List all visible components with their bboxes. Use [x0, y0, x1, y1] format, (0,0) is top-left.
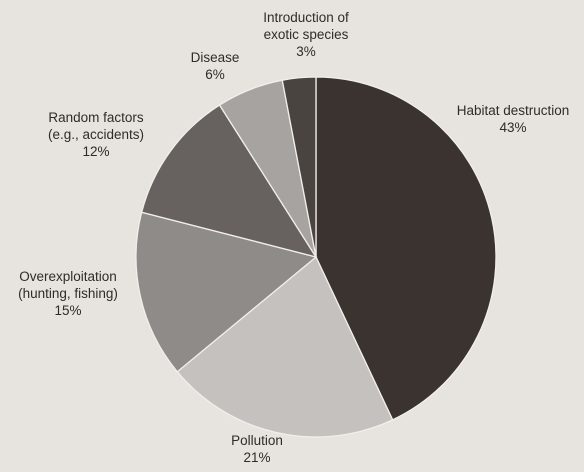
- slice-value-label: 12%: [82, 144, 109, 159]
- slice-label-line: (e.g., accidents): [48, 127, 144, 142]
- slice-label-3: Random factors (e.g., accidents) 12%: [48, 110, 144, 159]
- slice-label-2: Overexploitation (hunting, fishing) 15%: [18, 269, 118, 318]
- slice-label-line: Introduction of: [263, 10, 349, 25]
- slice-label-line: exotic species: [264, 27, 349, 42]
- slice-value-label: 3%: [296, 44, 316, 59]
- slice-value-label: 15%: [54, 303, 81, 318]
- slice-label-4: Disease 6%: [191, 50, 240, 82]
- slice-label-5: Introduction of exotic species 3%: [263, 10, 349, 59]
- slice-label-line: (hunting, fishing): [18, 286, 118, 301]
- slice-label-line: Habitat destruction: [457, 103, 570, 118]
- pie-slices: [135, 76, 497, 438]
- pie-slice-1: [176, 255, 394, 438]
- pie-slice-0: [315, 76, 497, 421]
- slice-label-0: Habitat destruction 43%: [457, 103, 570, 135]
- pie-slice-5: [281, 76, 317, 258]
- slice-value-label: 43%: [499, 120, 526, 135]
- slice-value-label: 6%: [205, 67, 225, 82]
- slice-value-label: 21%: [243, 450, 270, 465]
- pie-slice-3: [140, 104, 318, 259]
- pie-labels: Habitat destruction 43% Pollution 21% Overex…: [18, 10, 569, 465]
- slice-label-line: Random factors: [48, 110, 144, 125]
- slice-label-line: Pollution: [231, 433, 283, 448]
- slice-label-line: Overexploitation: [19, 269, 117, 284]
- slice-label-line: Disease: [191, 50, 240, 65]
- slice-label-1: Pollution 21%: [231, 433, 283, 465]
- pie-slice-2: [135, 211, 318, 373]
